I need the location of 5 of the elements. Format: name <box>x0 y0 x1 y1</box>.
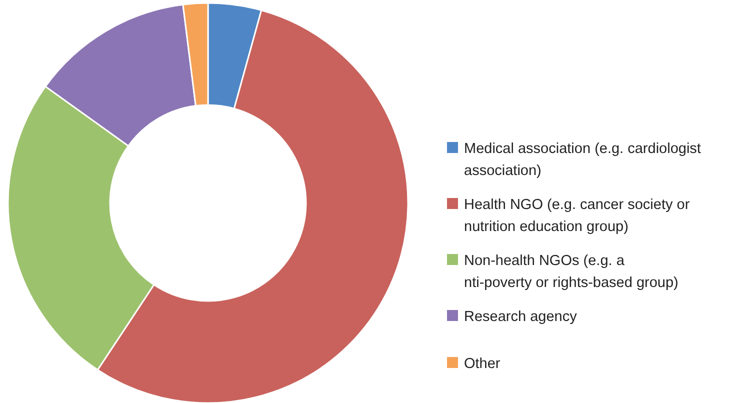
legend-label: Other <box>464 356 500 372</box>
legend-label: Research agency <box>464 309 578 325</box>
legend-label: Medical association (e.g. cardiologist association) <box>464 141 701 179</box>
legend-label: Non-health NGOs (e.g. a nti-poverty or rights-based group) <box>464 253 678 291</box>
legend-label: Health NGO (e.g. cancer society or nutrition education group) <box>464 197 690 235</box>
